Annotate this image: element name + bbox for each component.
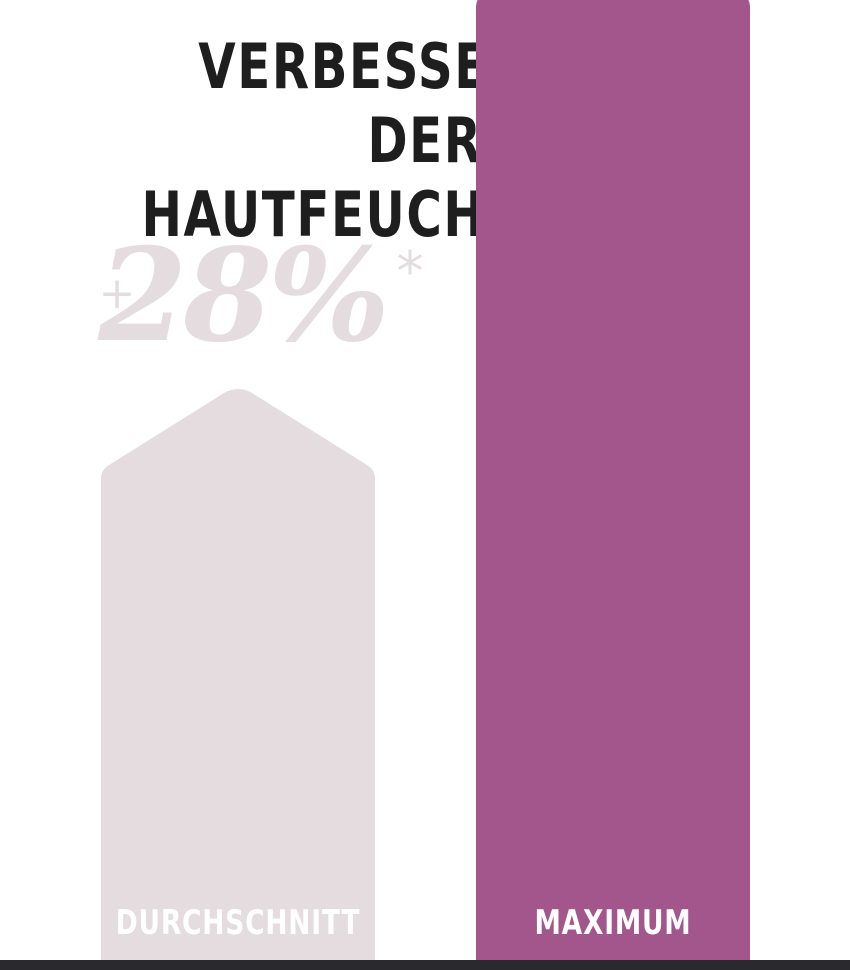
value-asterisk-durchschnitt: * xyxy=(397,240,424,303)
bar-durchschnitt xyxy=(101,389,375,962)
value-label-durchschnitt: +28% * xyxy=(97,221,423,371)
category-label-maximum: MAXIMUM xyxy=(535,904,692,943)
category-label-durchschnitt: DURCHSCHNITT xyxy=(116,904,361,943)
bar-maximum xyxy=(476,0,750,962)
value-number-durchschnitt: 28% xyxy=(97,221,386,371)
bottom-divider xyxy=(0,960,850,970)
value-prefix-durchschnitt: + xyxy=(99,268,136,319)
